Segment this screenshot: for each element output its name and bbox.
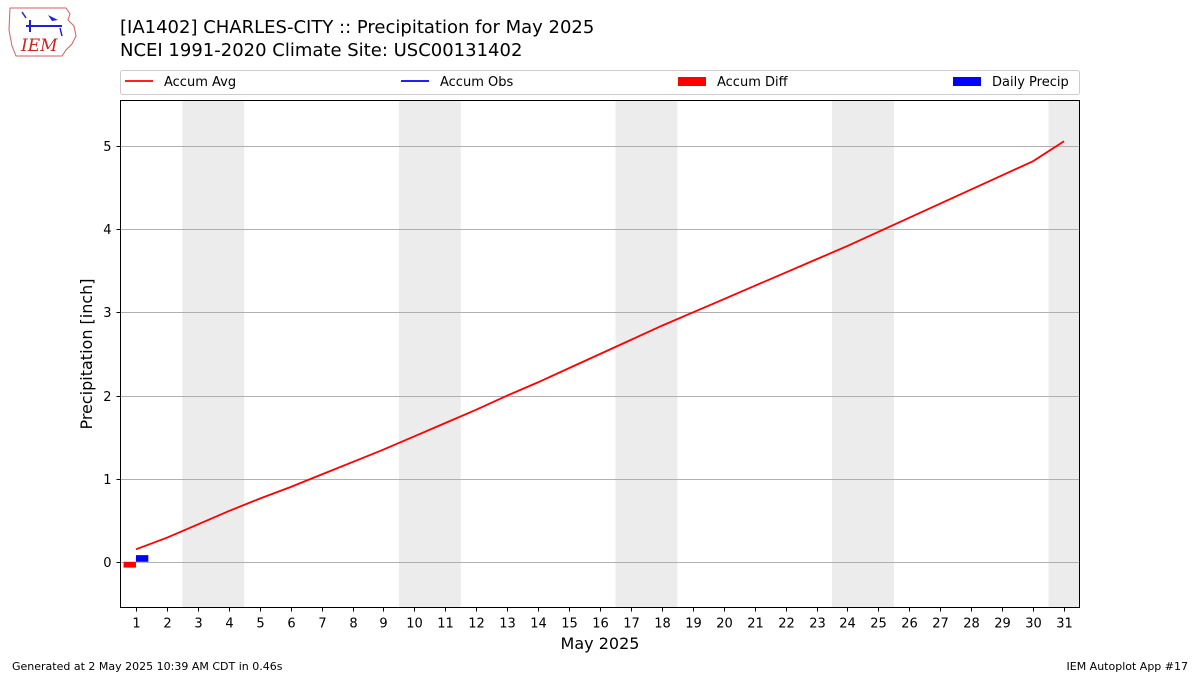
x-tick-label: 24 <box>839 617 856 632</box>
weekend-band <box>1048 100 1080 608</box>
x-tick-label: 26 <box>901 617 918 632</box>
x-tick-label: 13 <box>499 617 516 632</box>
generated-timestamp: Generated at 2 May 2025 10:39 AM CDT in … <box>12 660 283 673</box>
x-axis-label: May 2025 <box>561 634 640 653</box>
x-tick-label: 23 <box>809 617 826 632</box>
weekend-band <box>182 100 245 608</box>
chart-title: [IA1402] CHARLES-CITY :: Precipitation f… <box>120 17 595 38</box>
x-tick-label: 15 <box>561 617 578 632</box>
legend-label-accum-obs: Accum Obs <box>440 75 513 90</box>
x-tick-label: 20 <box>716 617 733 632</box>
y-tick-label: 0 <box>103 556 111 571</box>
x-tick-label: 11 <box>437 617 454 632</box>
x-tick-label: 28 <box>963 617 980 632</box>
x-tick-label: 4 <box>225 617 233 632</box>
x-tick-label: 30 <box>1025 617 1042 632</box>
x-tick-label: 31 <box>1056 617 1073 632</box>
y-tick-label: 5 <box>103 140 111 155</box>
x-tick-label: 2 <box>163 617 171 632</box>
weekend-band <box>615 100 678 608</box>
legend: Accum Avg Accum Obs Accum Diff Daily Pre… <box>120 70 1080 95</box>
weekend-band <box>832 100 894 608</box>
x-tick-label: 10 <box>406 617 423 632</box>
x-tick-label: 17 <box>623 617 640 632</box>
weekend-shading <box>182 100 1080 608</box>
x-tick-label: 14 <box>530 617 547 632</box>
bar-layer <box>123 555 149 568</box>
legend-item-accum-obs: Accum Obs <box>401 75 513 90</box>
legend-item-daily-precip: Daily Precip <box>953 75 1069 90</box>
y-tick-label: 1 <box>103 473 111 488</box>
iem-logo: IEM <box>8 7 77 57</box>
line-layer <box>135 140 1065 551</box>
y-tick-label: 4 <box>103 223 111 238</box>
y-axis-ticks: 0 1 2 3 4 5 <box>103 140 121 571</box>
x-axis-ticks: 1 2 3 4 5 6 7 8 9 10 11 12 13 14 15 16 17 18 19 20 21 22 23 24 2… <box>132 607 1073 632</box>
x-tick-label: 1 <box>132 617 140 632</box>
app-credit: IEM Autoplot App #17 <box>1066 660 1189 673</box>
x-tick-label: 19 <box>685 617 702 632</box>
x-tick-label: 27 <box>932 617 949 632</box>
x-tick-label: 9 <box>379 617 387 632</box>
x-tick-label: 3 <box>194 617 202 632</box>
bar-accum-diff <box>123 561 136 568</box>
x-tick-label: 18 <box>654 617 671 632</box>
legend-label-accum-diff: Accum Diff <box>717 75 789 90</box>
x-tick-label: 12 <box>468 617 485 632</box>
y-gridlines <box>120 146 1080 563</box>
legend-label-accum-avg: Accum Avg <box>164 75 236 90</box>
y-tick-label: 3 <box>103 306 111 321</box>
y-axis-label: Precipitation [inch] <box>77 278 96 429</box>
x-tick-label: 29 <box>994 617 1011 632</box>
weekend-band <box>398 100 461 608</box>
chart-subtitle: NCEI 1991-2020 Climate Site: USC00131402 <box>120 40 523 61</box>
x-tick-label: 21 <box>747 617 764 632</box>
x-tick-label: 7 <box>318 617 326 632</box>
iem-logo-text: IEM <box>20 36 58 56</box>
legend-item-accum-diff: Accum Diff <box>678 75 789 90</box>
x-tick-label: 25 <box>870 617 887 632</box>
x-tick-label: 22 <box>778 617 795 632</box>
legend-item-accum-avg: Accum Avg <box>125 75 236 90</box>
x-tick-label: 6 <box>287 617 295 632</box>
y-tick-label: 2 <box>103 390 111 405</box>
x-tick-label: 16 <box>592 617 609 632</box>
line-accum-avg <box>135 140 1065 551</box>
bar-daily-precip <box>135 555 149 562</box>
x-tick-label: 5 <box>256 617 264 632</box>
legend-label-daily-precip: Daily Precip <box>992 75 1069 90</box>
x-tick-label: 8 <box>349 617 357 632</box>
